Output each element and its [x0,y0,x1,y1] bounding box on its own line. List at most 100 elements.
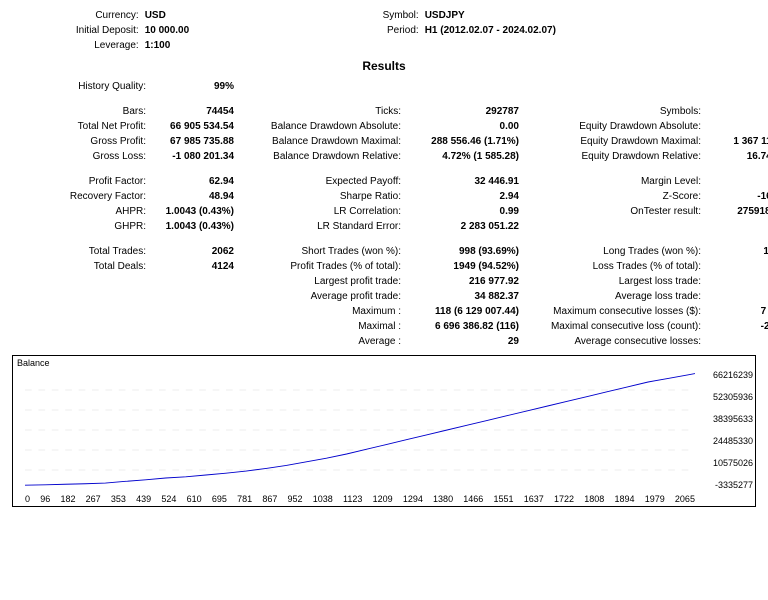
stat-row: History Quality:99% [12,79,242,94]
x-tick: 1209 [373,494,393,504]
stat-value: 288 556.46 (1.71%) [407,134,527,149]
stat-label: Maximal : [242,319,407,334]
stat-value: 275918424442.9598 [707,204,768,219]
stat-label: Short Trades (won %): [242,244,407,259]
x-tick: 781 [237,494,252,504]
stat-value: 67 985 735.88 [152,134,242,149]
x-tick: 1637 [524,494,544,504]
x-tick: 1380 [433,494,453,504]
stat-value: -16.85 (99.74%) [707,189,768,204]
x-tick: 1038 [313,494,333,504]
stat-label: Gross Profit: [12,134,152,149]
stat-column: Total Trades:2062Total Deals:4124 [12,244,242,349]
y-tick: -3335277 [697,480,753,490]
stat-value: 2 [707,334,768,349]
stat-row: GHPR:1.0043 (0.43%) [12,219,242,234]
stat-column: Symbols:1Equity Drawdown Absolute:192.35… [527,104,768,164]
x-tick: 1979 [645,494,665,504]
stat-label: Profit Factor: [12,174,152,189]
stat-value: -1 080 201.34 [152,149,242,164]
stat-label: Maximum consecutive losses ($): [527,304,707,319]
stat-value: H1 (2012.02.07 - 2024.02.07) [425,23,572,38]
x-tick: 182 [60,494,75,504]
stat-row: Gross Profit:67 985 735.88 [12,134,242,149]
stat-row: Ticks:292787 [242,104,527,119]
stat-value: 10 000.00 [145,23,292,38]
stat-label: Equity Drawdown Maximal: [527,134,707,149]
stat-row: Maximal consecutive loss (count):-288 55… [527,319,768,334]
stat-value: 34 882.37 [407,289,527,304]
stat-block: Profit Factor:62.94Recovery Factor:48.94… [12,174,756,234]
x-tick: 1894 [614,494,634,504]
stat-column: Ticks:292787Balance Drawdown Absolute:0.… [242,104,527,164]
stat-column: Bars:74454Total Net Profit:66 905 534.54… [12,104,242,164]
stat-label: LR Correlation: [242,204,407,219]
stat-row: LR Correlation:0.99 [242,204,527,219]
stat-label: Z-Score: [527,189,707,204]
results-title: Results [12,59,756,73]
header-left: Currency:USDInitial Deposit:10 000.00Lev… [12,8,292,53]
stat-row: Symbols:1 [527,104,768,119]
stat-value: 292787 [407,104,527,119]
stat-label: Equity Drawdown Absolute: [527,119,707,134]
stat-label: Recovery Factor: [12,189,152,204]
stat-value: USD [145,8,292,23]
x-tick: 353 [111,494,126,504]
stat-row: OnTester result:275918424442.9598 [527,204,768,219]
stat-row: Maximal :6 696 386.82 (116) [242,319,527,334]
stat-row: Maximum :118 (6 129 007.44) [242,304,527,319]
stat-label: Sharpe Ratio: [242,189,407,204]
stat-row: Long Trades (won %):1064 (95.30%) [527,244,768,259]
y-tick: 10575026 [697,458,753,468]
stat-value: 113 (5.48%) [707,259,768,274]
stat-column: Short Trades (won %):998 (93.69%)Profit … [242,244,527,349]
stat-label: Average profit trade: [242,289,407,304]
stat-column: History Quality:99% [12,79,242,94]
stat-label: Bars: [12,104,152,119]
stat-label: OnTester result: [527,204,707,219]
stat-label: Gross Loss: [12,149,152,164]
x-tick: 267 [86,494,101,504]
stat-label: Symbols: [527,104,707,119]
stat-column: Margin Level:394.03%Z-Score:-16.85 (99.7… [527,174,768,234]
stat-row: Loss Trades (% of total):113 (5.48%) [527,259,768,274]
stat-value: 29 [407,334,527,349]
stat-label: Average : [242,334,407,349]
stat-value: 99% [152,79,242,94]
stat-label: Maximal consecutive loss (count): [527,319,707,334]
stat-label: Margin Level: [527,174,707,189]
stat-value: 66 905 534.54 [152,119,242,134]
stat-label: History Quality: [12,79,152,94]
stat-row: Period:H1 (2012.02.07 - 2024.02.07) [292,23,572,38]
stat-label: Total Net Profit: [12,119,152,134]
stat-row: Equity Drawdown Maximal:1 367 115.88 (7.… [527,134,768,149]
stat-label: Initial Deposit: [12,23,145,38]
stat-row: Maximum consecutive losses ($):7 (-288 5… [527,304,768,319]
x-tick: 1466 [463,494,483,504]
stat-row: Profit Factor:62.94 [12,174,242,189]
stat-label: Profit Trades (% of total): [242,259,407,274]
stat-column: Long Trades (won %):1064 (95.30%)Loss Tr… [527,244,768,349]
stat-label: Average consecutive losses: [527,334,707,349]
stat-row: Total Deals:4124 [12,259,242,274]
stat-row: Margin Level:394.03% [527,174,768,189]
stat-row: Largest profit trade:216 977.92 [242,274,527,289]
stat-block: Bars:74454Total Net Profit:66 905 534.54… [12,104,756,164]
stat-label: Largest profit trade: [242,274,407,289]
chart-title: Balance [17,358,50,368]
stat-row: Recovery Factor:48.94 [12,189,242,204]
x-tick: 439 [136,494,151,504]
stat-value: 2062 [152,244,242,259]
stat-label: GHPR: [12,219,152,234]
stat-row: Z-Score:-16.85 (99.74%) [527,189,768,204]
stat-value: -9 559.30 [707,289,768,304]
stat-value: 1.0043 (0.43%) [152,204,242,219]
x-tick: 1551 [494,494,514,504]
stat-label: Ticks: [242,104,407,119]
x-tick: 1294 [403,494,423,504]
stat-value: 74454 [152,104,242,119]
stat-row: Leverage:1:100 [12,38,292,53]
stat-row: Symbol:USDJPY [292,8,572,23]
x-tick: 1123 [343,494,362,504]
stat-value: 216 977.92 [407,274,527,289]
